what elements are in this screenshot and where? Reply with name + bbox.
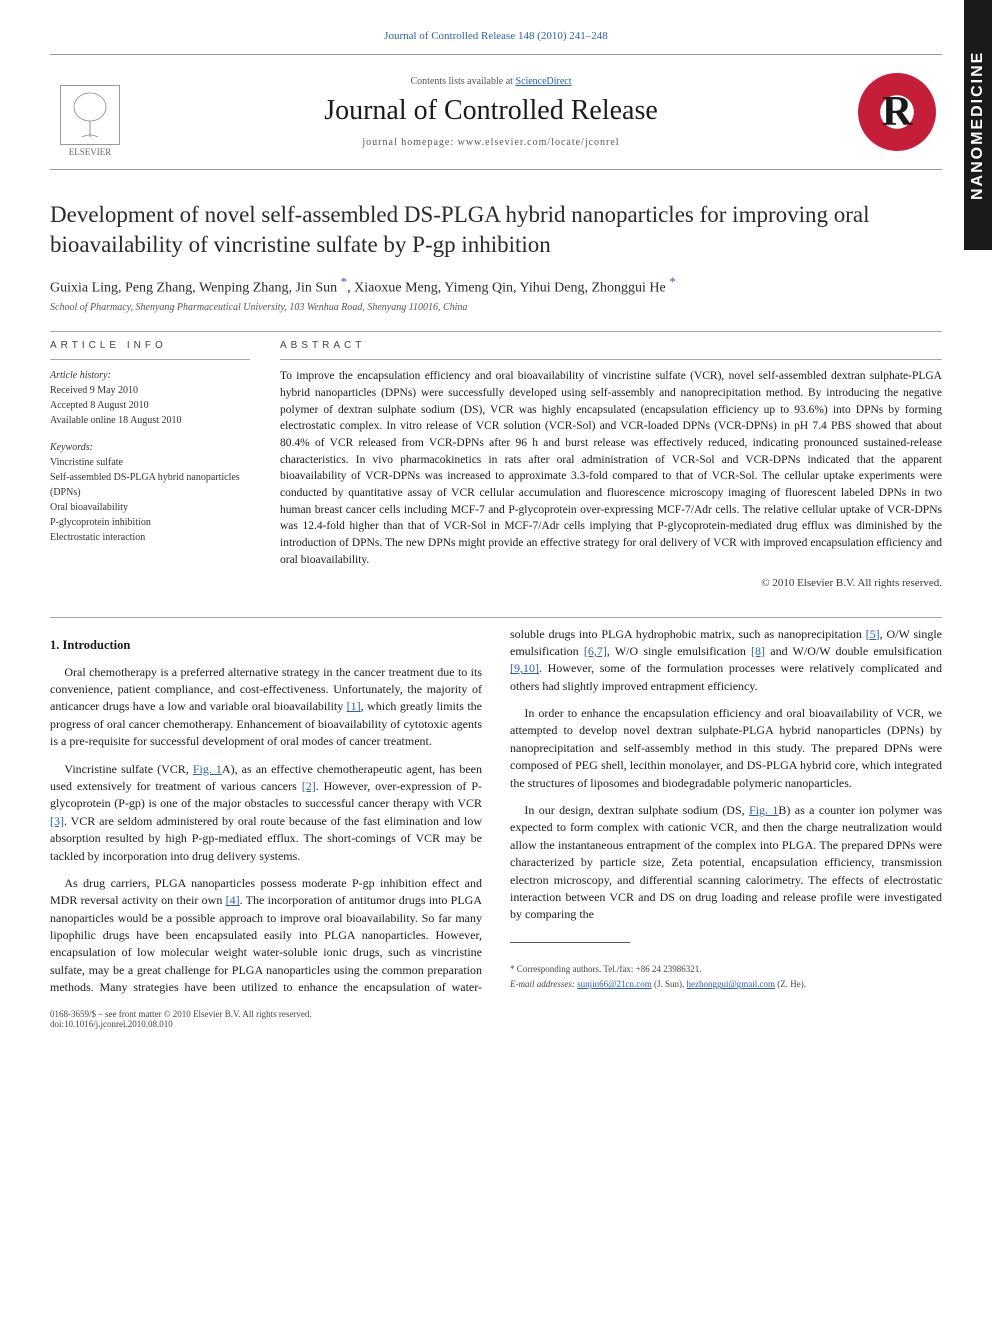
section-1-heading: 1. Introduction [50, 636, 482, 654]
history-accepted: Accepted 8 August 2010 [50, 398, 250, 413]
elsevier-tree-icon [60, 85, 120, 145]
article-title: Development of novel self-assembled DS-P… [50, 200, 942, 260]
intro-p1: Oral chemotherapy is a preferred alterna… [50, 664, 482, 751]
fig-1b-link[interactable]: Fig. 1 [749, 803, 778, 817]
journal-cover-logo: R [852, 67, 942, 157]
ref-9-10-link[interactable]: [9,10] [510, 661, 539, 675]
article-info-column: ARTICLE INFO Article history: Received 9… [50, 340, 250, 588]
side-tab-nanomedicine: NANOMEDICINE [964, 0, 992, 250]
homepage-url: www.elsevier.com/locate/jconrel [458, 137, 620, 148]
ref-5-link[interactable]: [5] [866, 627, 880, 641]
article-history: Article history: Received 9 May 2010 Acc… [50, 368, 250, 428]
ref-6-7-link[interactable]: [6,7] [584, 644, 607, 658]
keywords-list: Vincristine sulfateSelf-assembled DS-PLG… [50, 455, 250, 545]
corr-authors-note: * Corresponding authors. Tel./fax: +86 2… [510, 963, 942, 976]
body-two-column: 1. Introduction Oral chemotherapy is a p… [50, 626, 942, 997]
intro-p4: In order to enhance the encapsulation ef… [510, 705, 942, 792]
journal-logo-circle-icon: R [858, 73, 936, 151]
keyword-item: Vincristine sulfate [50, 455, 250, 470]
ref-8-link[interactable]: [8] [751, 644, 765, 658]
p2-d: . VCR are seldom administered by oral ro… [50, 814, 482, 863]
rule-abstract [280, 359, 942, 360]
abstract-text: To improve the encapsulation efficiency … [280, 368, 942, 568]
email-2-link[interactable]: hezhonggui@gmail.com [686, 979, 775, 989]
page-container: Journal of Controlled Release 148 (2010)… [0, 0, 992, 1049]
p3-e: and W/O/W double emulsification [765, 644, 942, 658]
page-footer: 0168-3659/$ – see front matter © 2010 El… [50, 1009, 942, 1029]
ref-4-link[interactable]: [4] [226, 893, 240, 907]
email-2-who: (Z. He). [775, 979, 806, 989]
contents-prefix: Contents lists available at [410, 76, 515, 87]
footnote-separator [510, 942, 630, 943]
contents-line: Contents lists available at ScienceDirec… [130, 76, 852, 87]
ref-3-link[interactable]: [3] [50, 814, 64, 828]
history-online: Available online 18 August 2010 [50, 413, 250, 428]
p5-a: In our design, dextran sulphate sodium (… [524, 803, 749, 817]
issn-line: 0168-3659/$ – see front matter © 2010 El… [50, 1009, 942, 1019]
rule-above-meta [50, 331, 942, 332]
rule-info [50, 359, 250, 360]
history-received: Received 9 May 2010 [50, 383, 250, 398]
keyword-item: P-glycoprotein inhibition [50, 515, 250, 530]
corr-emails: E-mail addresses: sunjin66@21cn.com (J. … [510, 978, 942, 991]
journal-homepage: journal homepage: www.elsevier.com/locat… [130, 137, 852, 148]
email-label: E-mail addresses: [510, 979, 577, 989]
journal-header: ELSEVIER Contents lists available at Sci… [50, 54, 942, 170]
article-info-heading: ARTICLE INFO [50, 340, 250, 351]
authors-line: Guixia Ling, Peng Zhang, Wenping Zhang, … [50, 274, 942, 297]
intro-p5: In our design, dextran sulphate sodium (… [510, 802, 942, 924]
email-1-link[interactable]: sunjin66@21cn.com [577, 979, 652, 989]
keyword-item: Electrostatic interaction [50, 530, 250, 545]
intro-p2: Vincristine sulfate (VCR, Fig. 1A), as a… [50, 761, 482, 865]
keywords-label: Keywords: [50, 440, 250, 455]
journal-logo-r-letter: R [882, 88, 912, 136]
header-center: Contents lists available at ScienceDirec… [130, 76, 852, 148]
keywords-block: Keywords: Vincristine sulfateSelf-assemb… [50, 440, 250, 545]
homepage-prefix: journal homepage: [362, 137, 457, 148]
abstract-copyright: © 2010 Elsevier B.V. All rights reserved… [280, 577, 942, 589]
meta-abstract-row: ARTICLE INFO Article history: Received 9… [50, 340, 942, 588]
journal-reference-line: Journal of Controlled Release 148 (2010)… [50, 30, 942, 42]
email-1-who: (J. Sun), [652, 979, 687, 989]
affiliation: School of Pharmacy, Shenyang Pharmaceuti… [50, 302, 942, 313]
abstract-column: ABSTRACT To improve the encapsulation ef… [280, 340, 942, 588]
p5-b: B) as a counter ion polymer was expected… [510, 803, 942, 921]
history-label: Article history: [50, 368, 250, 383]
sciencedirect-link[interactable]: ScienceDirect [515, 76, 571, 87]
corresponding-author-footer: * Corresponding authors. Tel./fax: +86 2… [510, 963, 942, 991]
abstract-heading: ABSTRACT [280, 340, 942, 351]
ref-2-link[interactable]: [2] [302, 779, 316, 793]
p3-d: , W/O single emulsification [607, 644, 751, 658]
elsevier-label: ELSEVIER [69, 147, 112, 157]
p3-f: . However, some of the formulation proce… [510, 661, 942, 692]
keyword-item: Self-assembled DS-PLGA hybrid nanopartic… [50, 470, 250, 500]
elsevier-logo: ELSEVIER [50, 67, 130, 157]
journal-name: Journal of Controlled Release [130, 95, 852, 127]
p2-a: Vincristine sulfate (VCR, [64, 762, 192, 776]
doi-line: doi:10.1016/j.jconrel.2010.08.010 [50, 1019, 942, 1029]
fig-1a-link[interactable]: Fig. 1 [193, 762, 222, 776]
rule-below-abstract [50, 617, 942, 618]
keyword-item: Oral bioavailability [50, 500, 250, 515]
ref-1-link[interactable]: [1] [347, 699, 361, 713]
